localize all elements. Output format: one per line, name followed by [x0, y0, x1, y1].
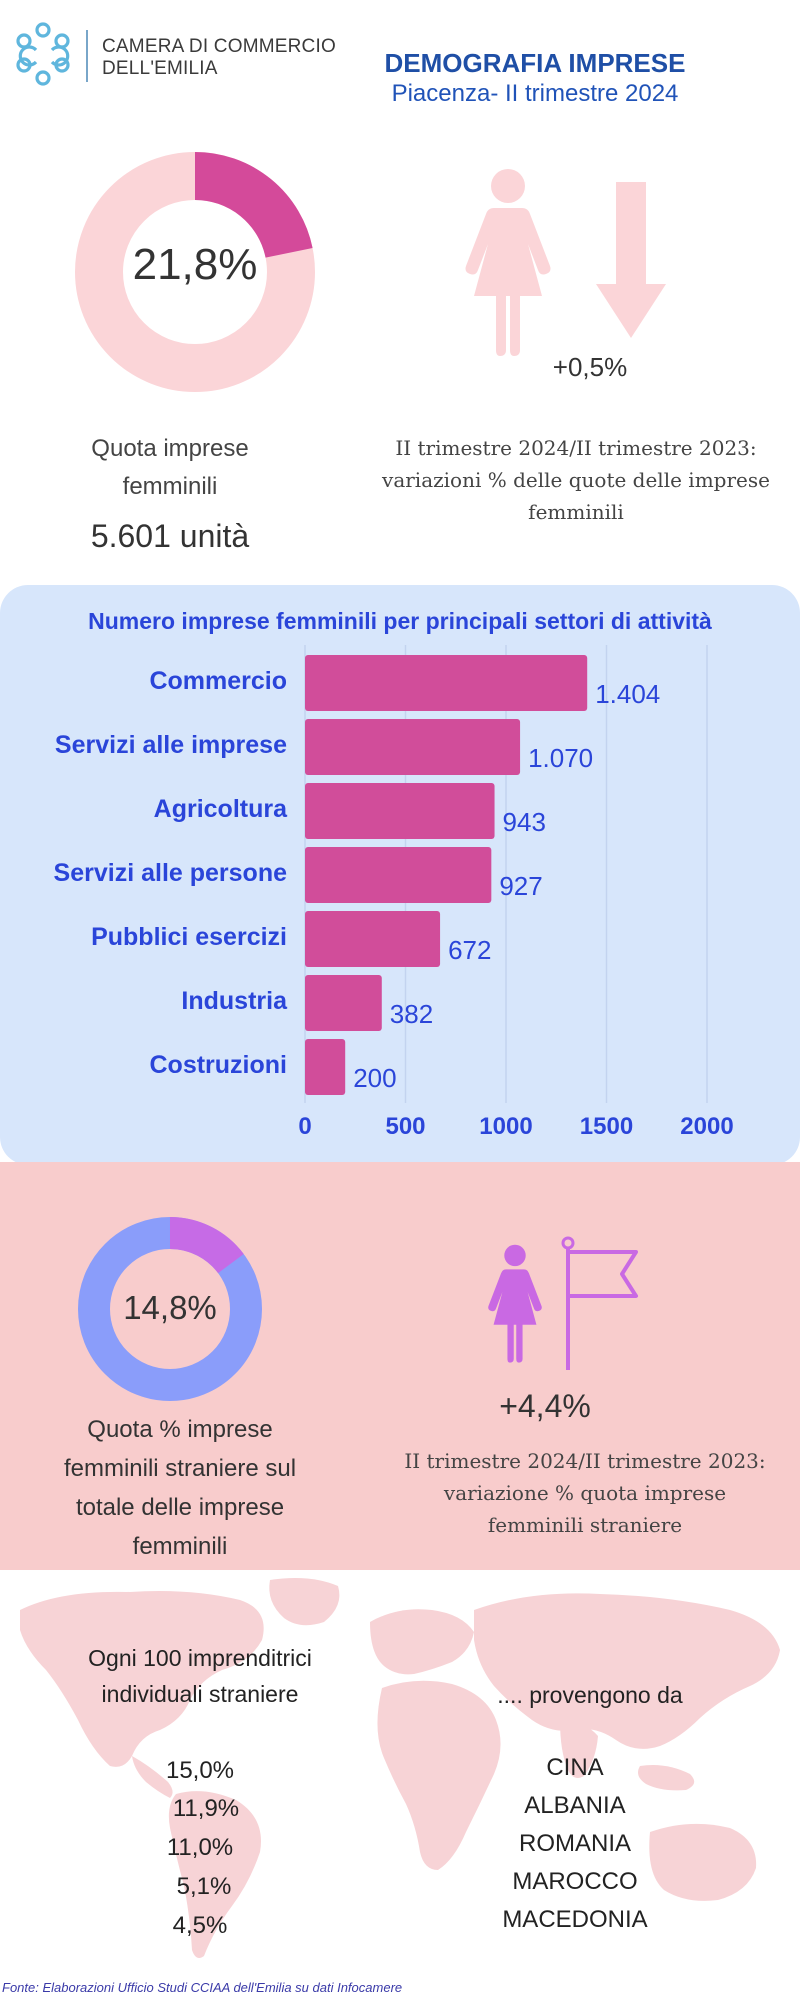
chamber-name: CAMERA DI COMMERCIO DELL'EMILIA	[102, 36, 336, 80]
chamber-name-line1: CAMERA DI COMMERCIO	[102, 36, 336, 57]
source-note: Fonte: Elaborazioni Ufficio Studi CCIAA …	[2, 1980, 403, 1995]
origin-country: ROMANIA	[518, 1830, 631, 1857]
chart-x-tick-label: 0	[298, 1113, 311, 1140]
origins-provengono: .... provengono da	[497, 1682, 683, 1708]
foreign-share-donut	[78, 1217, 262, 1401]
female-share-donut-segment	[194, 152, 313, 259]
foreign-variation-value: +4,4%	[499, 1388, 591, 1424]
chart-category-label: Commercio	[149, 667, 287, 695]
chamber-name-line2: DELL'EMILIA	[102, 58, 218, 79]
foreign-share-donut-segment	[169, 1217, 244, 1274]
origins-label-line1: Ogni 100 imprenditrici	[88, 1645, 312, 1671]
sector-bar-chart: Commercio 1.404 Servizi alle imprese 1.070 A…	[54, 645, 734, 1140]
chart-x-tick-label: 2000	[680, 1113, 733, 1140]
female-share-value: 21,8%	[132, 240, 258, 289]
foreign-share-label-line4: femminili	[132, 1533, 228, 1560]
chart-value-label: 1.404	[595, 679, 660, 709]
woman-icon	[465, 169, 551, 356]
chart-value-label: 200	[353, 1063, 396, 1093]
origin-country: CINA	[546, 1754, 604, 1781]
origin-percentage: 15,0%	[165, 1757, 235, 1784]
woman-icon	[488, 1244, 542, 1363]
foreign-share-label-line3: totale delle imprese	[75, 1494, 285, 1521]
chart-category-label: Servizi alle imprese	[55, 731, 287, 759]
chart-x-tick-label: 1500	[580, 1113, 633, 1140]
female-variation-value: +0,5%	[552, 352, 628, 382]
chart-bar	[305, 911, 441, 967]
world-map-icon	[20, 1578, 780, 1958]
chart-bar	[305, 783, 495, 839]
foreign-share-label-line1: Quota % imprese	[87, 1416, 273, 1443]
female-share-donut	[75, 152, 315, 392]
chart-category-label: Agricoltura	[154, 795, 288, 823]
female-share-label: Quota imprese femminili	[60, 430, 280, 506]
chart-value-label: 672	[448, 935, 491, 965]
chamber-logo-icon	[16, 22, 70, 86]
female-variation-description: II trimestre 2024/II trimestre 2023: var…	[366, 432, 786, 528]
chart-x-tick-label: 1000	[479, 1113, 532, 1140]
origin-percentage: 11,9%	[172, 1795, 240, 1822]
chart-title: Numero imprese femminili per principali …	[88, 608, 712, 634]
chart-bar	[305, 847, 492, 903]
origins-label: Ogni 100 imprenditrici individuali stran…	[50, 1640, 350, 1712]
chart-bar	[305, 1039, 346, 1095]
chart-value-label: 382	[390, 999, 433, 1029]
origin-percentage: 4,5%	[172, 1912, 228, 1939]
female-share-label-line1: Quota imprese	[91, 435, 249, 462]
female-units: 5.601 unità	[90, 518, 250, 554]
origin-percentage: 11,0%	[166, 1834, 234, 1861]
female-variation-desc-line1: II trimestre 2024/II trimestre 2023:	[395, 436, 757, 460]
foreign-variation-desc-line1: II trimestre 2024/II trimestre 2023:	[404, 1449, 766, 1473]
origin-country: MACEDONIA	[502, 1906, 648, 1933]
chart-x-tick-label: 500	[385, 1113, 425, 1140]
chart-value-label: 1.070	[528, 743, 593, 773]
chart-category-label: Pubblici esercizi	[91, 923, 287, 951]
chart-bar	[305, 719, 521, 775]
origins-label-line2: individuali straniere	[101, 1681, 299, 1707]
female-share-label-line2: femminili	[122, 473, 218, 500]
page-subtitle: Piacenza- II trimestre 2024	[391, 80, 679, 107]
foreign-variation-desc-line2: variazione % quota imprese	[443, 1481, 727, 1505]
origin-country: MAROCCO	[512, 1868, 638, 1895]
foreign-share-label-line2: femminili straniere sul	[63, 1455, 297, 1482]
foreign-variation-description: II trimestre 2024/II trimestre 2023: var…	[380, 1445, 790, 1541]
chart-bar	[305, 975, 382, 1031]
female-variation-desc-line2: variazioni % delle quote delle imprese	[382, 468, 770, 492]
page-title: DEMOGRAFIA IMPRESE	[384, 48, 686, 78]
female-variation-desc-line3: femminili	[528, 500, 624, 524]
chart-bar	[305, 655, 588, 711]
logo-divider	[86, 30, 88, 82]
foreign-share-label: Quota % imprese femminili straniere sul …	[30, 1410, 330, 1566]
foreign-share-value: 14,8%	[123, 1289, 217, 1326]
chart-value-label: 927	[499, 871, 542, 901]
origin-country: ALBANIA	[524, 1792, 626, 1819]
flag-icon	[561, 1236, 638, 1370]
chart-value-label: 943	[503, 807, 546, 837]
chart-category-label: Industria	[181, 987, 288, 1015]
foreign-variation-desc-line3: femminili straniere	[487, 1513, 683, 1537]
chart-category-label: Costruzioni	[150, 1051, 288, 1079]
arrow-down-icon	[596, 182, 666, 338]
chart-category-label: Servizi alle persone	[54, 859, 288, 887]
origin-percentage: 5,1%	[176, 1873, 232, 1900]
